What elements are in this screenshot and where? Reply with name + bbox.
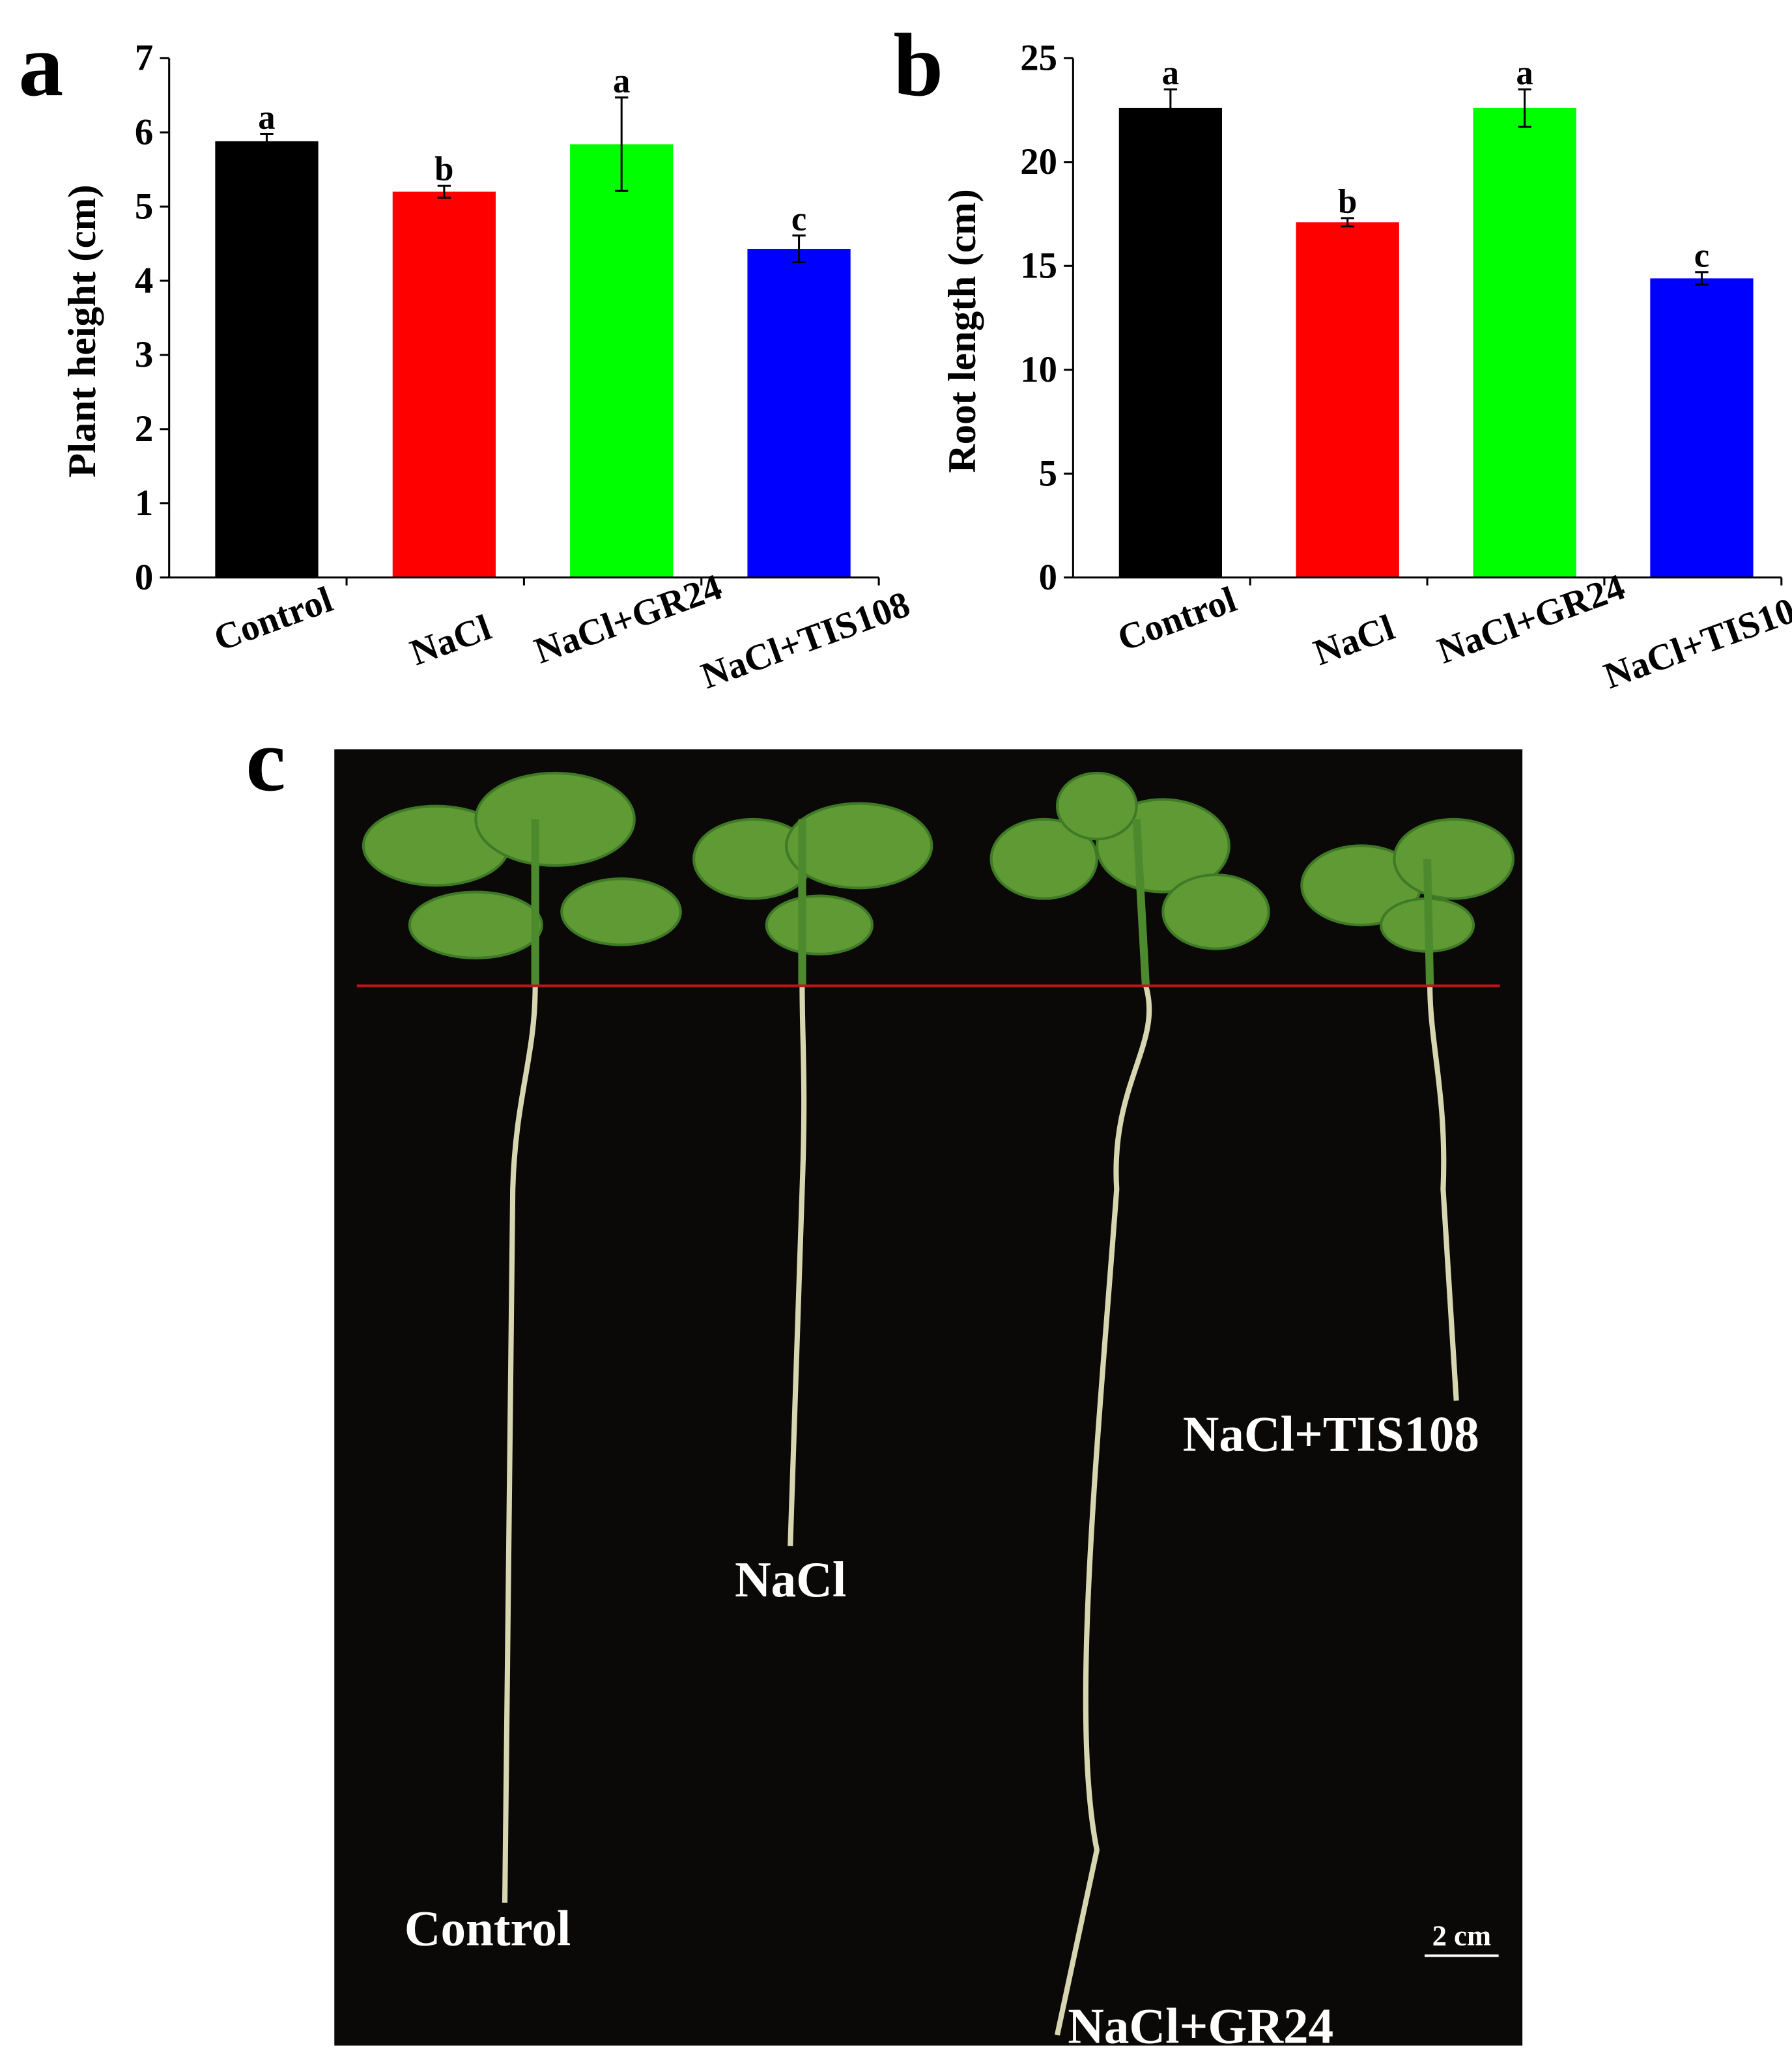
y-tick-label: 5 bbox=[1039, 453, 1057, 494]
plant-label: Control bbox=[405, 1900, 571, 1956]
x-tick-label: NaCl+GR24 bbox=[529, 566, 727, 672]
significance-label: a bbox=[1516, 54, 1533, 92]
bar bbox=[1118, 107, 1222, 578]
significance-label: b bbox=[1338, 183, 1357, 221]
plant-label: NaCl bbox=[735, 1551, 846, 1607]
significance-label: a bbox=[613, 63, 630, 100]
panel-label: a bbox=[18, 15, 63, 115]
y-tick-label: 5 bbox=[135, 186, 153, 227]
significance-label: a bbox=[1162, 54, 1179, 92]
y-tick-label: 0 bbox=[1039, 557, 1057, 598]
bar bbox=[392, 191, 496, 578]
scale-bar-label: 2 cm bbox=[1432, 1919, 1491, 1951]
bar bbox=[570, 144, 674, 578]
x-tick-label: NaCl bbox=[1309, 607, 1400, 673]
significance-label: b bbox=[434, 150, 453, 188]
bar bbox=[1296, 222, 1399, 578]
y-tick-label: 10 bbox=[1020, 349, 1057, 390]
y-tick-label: 1 bbox=[135, 483, 153, 524]
significance-label: c bbox=[791, 200, 806, 238]
plant-label: NaCl+TIS108 bbox=[1183, 1406, 1479, 1462]
panel-label: c bbox=[246, 710, 285, 810]
panel-label: b bbox=[893, 15, 943, 115]
x-tick-label: NaCl+TIS108 bbox=[696, 584, 915, 697]
y-tick-label: 4 bbox=[135, 260, 153, 301]
plant-labels: Control NaCl NaCl+GR24 NaCl+TIS108 bbox=[405, 1406, 1479, 2053]
bar bbox=[215, 141, 319, 578]
chart: a Control b NaCl a NaCl+GR24 c NaCl+TIS108 0 1 2 3 4… bbox=[61, 38, 915, 697]
x-tick-label: NaCl bbox=[405, 607, 496, 673]
stems bbox=[531, 819, 1434, 986]
plant-label: NaCl+GR24 bbox=[1068, 1998, 1333, 2053]
x-tick-label: NaCl+GR24 bbox=[1432, 566, 1630, 672]
y-tick-label: 25 bbox=[1020, 38, 1057, 79]
bar bbox=[1473, 107, 1576, 578]
y-tick-label: 20 bbox=[1020, 141, 1057, 182]
y-tick-label: 6 bbox=[135, 111, 153, 152]
y-tick-label: 3 bbox=[135, 334, 153, 375]
x-tick-label: Control bbox=[1113, 579, 1242, 660]
y-tick-label: 15 bbox=[1020, 246, 1057, 287]
roots bbox=[502, 985, 1459, 2036]
x-tick-label: Control bbox=[208, 579, 337, 660]
photo-panel: c Control NaCl NaCl+GR24 NaCl+TIS108 2 c… bbox=[246, 710, 1523, 2053]
significance-label: c bbox=[1694, 237, 1709, 275]
y-axis-label: Plant height (cm) bbox=[61, 184, 104, 477]
y-tick-label: 2 bbox=[135, 408, 153, 449]
leaves bbox=[362, 771, 1515, 959]
bar bbox=[747, 249, 851, 578]
y-axis-label: Root length (cm) bbox=[941, 189, 984, 473]
significance-label: a bbox=[258, 98, 275, 136]
bar bbox=[1650, 278, 1754, 578]
y-tick-label: 0 bbox=[135, 557, 153, 598]
chart: aControlbNaClaNaCl+GR24cNaCl+TIS10805101… bbox=[941, 38, 1792, 697]
y-tick-label: 7 bbox=[135, 38, 153, 79]
